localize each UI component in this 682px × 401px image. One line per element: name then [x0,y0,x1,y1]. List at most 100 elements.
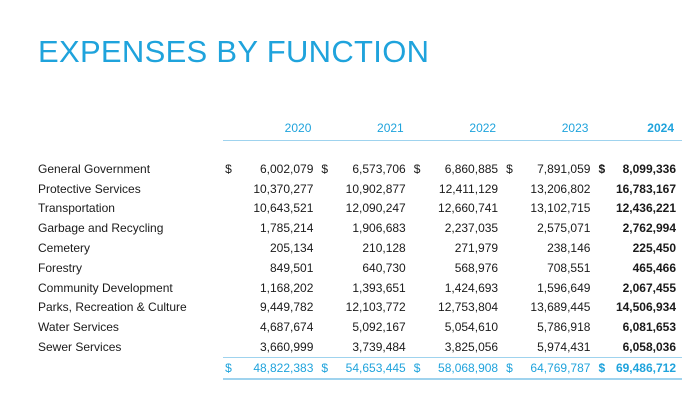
value-text: 10,902,877 [345,181,406,196]
expenses-table: 2020 2021 2022 2023 2024 General Governm… [36,116,682,380]
table-row: Garbage and Recycling 1,785,214 1,906,683 2… [36,218,682,238]
value-text: 5,974,431 [537,340,591,355]
value-text: 9,449,782 [259,300,314,315]
row-label: Garbage and Recycling [38,221,164,236]
row-value: 1,424,693 [412,278,504,298]
value-text: 8,099,336 [622,161,676,176]
table-row: Cemetery 205,134 210,128 271,979 238,146 225,… [36,238,682,258]
currency-symbol: $ [598,161,606,176]
value-text: 225,450 [632,241,676,256]
total-value: $64,769,787 [504,356,597,380]
table-row: Parks, Recreation & Culture 9,449,782 12,1… [36,298,682,318]
year-header-current: 2024 [596,116,682,141]
row-value: 640,730 [319,258,411,278]
value-text: 568,976 [454,260,499,275]
value-text: 6,860,885 [444,161,499,176]
row-value: 1,393,651 [319,278,411,298]
table-row: Community Development 1,168,202 1,393,651 1… [36,278,682,298]
row-value: 2,237,035 [412,218,504,238]
row-value: 12,411,129 [412,179,504,199]
row-value: $7,891,059 [504,159,596,179]
row-value: 225,450 [596,238,682,258]
row-label: Sewer Services [38,340,122,355]
value-text: 12,103,772 [345,300,406,315]
table-row: Transportation 10,643,521 12,090,247 12,660… [36,199,682,219]
row-value: 2,067,455 [596,278,682,298]
table-row: Forestry 849,501 640,730 568,976 708,551 465,… [36,258,682,278]
row-value: 14,506,934 [596,298,682,318]
value-text: 4,687,674 [259,320,314,335]
row-value: 12,436,221 [596,199,682,219]
value-text: 5,786,918 [537,320,591,335]
row-value: 1,168,202 [223,278,319,298]
value-text: 64,769,787 [530,360,591,375]
currency-symbol: $ [413,360,421,375]
row-value: 13,102,715 [504,199,596,219]
row-label: Parks, Recreation & Culture [38,300,187,315]
value-text: 1,424,693 [444,280,499,295]
row-value: 16,783,167 [596,179,682,199]
total-value: $69,486,712 [596,356,682,380]
currency-symbol: $ [506,161,513,176]
value-text: 2,575,071 [537,221,591,236]
value-text: 10,370,277 [253,181,314,196]
row-value: 210,128 [319,238,411,258]
row-label: Community Development [38,280,173,295]
row-value: 5,092,167 [319,317,411,337]
row-value: $6,573,706 [319,159,411,179]
row-value: 5,786,918 [504,317,596,337]
value-text: 205,134 [269,241,314,256]
row-value: 2,575,071 [504,218,596,238]
row-value: 3,739,484 [319,337,411,357]
value-text: 1,906,683 [352,221,406,236]
table-row: Water Services 4,687,674 5,092,167 5,054,61… [36,317,682,337]
row-value: 9,449,782 [223,298,319,318]
row-value: 13,206,802 [504,179,596,199]
table-row: General Government $6,002,079 $6,573,706 $6… [36,159,682,179]
row-value: 3,825,056 [412,337,504,357]
row-value: 10,902,877 [319,179,411,199]
value-text: 12,753,804 [438,300,499,315]
value-text: 48,822,383 [253,360,314,375]
row-value: 205,134 [223,238,319,258]
value-text: 13,689,445 [530,300,591,315]
row-value: 1,906,683 [319,218,411,238]
year-header: 2022 [411,116,505,141]
currency-symbol: $ [598,360,606,375]
year-header: 2023 [504,116,597,141]
header-spacer [36,116,223,141]
value-text: 3,660,999 [259,340,314,355]
row-value: 3,660,999 [223,337,319,357]
row-value: 5,054,610 [412,317,504,337]
value-text: 849,501 [269,260,314,275]
value-text: 58,068,908 [438,360,499,375]
value-text: 708,551 [547,260,591,275]
value-text: 2,067,455 [622,280,676,295]
table-row: Sewer Services 3,660,999 3,739,484 3,825,05… [36,337,682,357]
row-value: 708,551 [504,258,596,278]
value-text: 6,081,653 [622,320,676,335]
value-text: 6,002,079 [259,161,314,176]
value-text: 210,128 [362,241,406,256]
value-text: 12,436,221 [615,201,676,216]
row-label: Transportation [38,201,115,216]
totals-label-spacer [36,357,223,378]
value-text: 3,825,056 [444,340,499,355]
currency-symbol: $ [225,161,232,176]
currency-symbol: $ [506,360,513,375]
value-text: 238,146 [547,241,591,256]
value-text: 69,486,712 [615,360,676,375]
row-value: 5,974,431 [504,337,596,357]
row-value: 4,687,674 [223,317,319,337]
value-text: 5,054,610 [444,320,499,335]
row-value: 6,081,653 [596,317,682,337]
total-value: $54,653,445 [319,356,412,380]
row-value: 13,689,445 [504,298,596,318]
value-text: 271,979 [454,241,499,256]
value-text: 13,102,715 [530,201,591,216]
totals-row: $48,822,383 $54,653,445 $58,068,908 $64,769… [36,356,682,380]
row-value: 238,146 [504,238,596,258]
row-value: $6,002,079 [223,159,319,179]
row-value: 12,090,247 [319,199,411,219]
year-header: 2021 [319,116,412,141]
